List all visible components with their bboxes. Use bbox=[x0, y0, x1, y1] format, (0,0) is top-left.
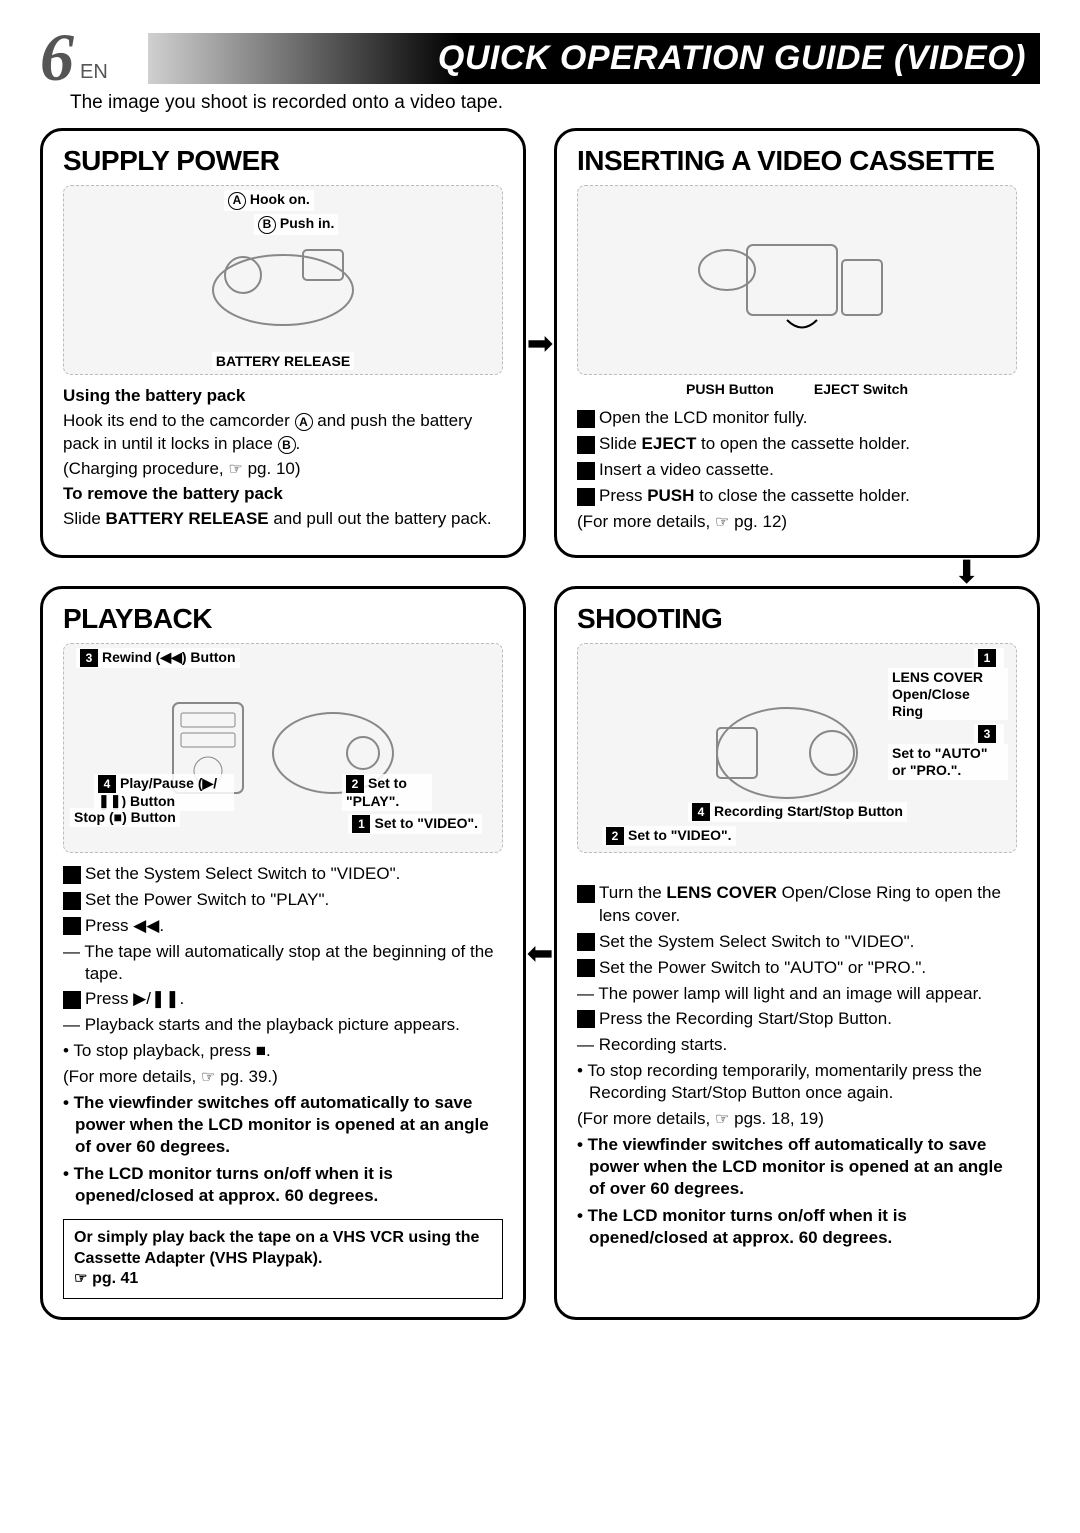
eject-switch-label: EJECT Switch bbox=[814, 381, 908, 397]
pb-sub-4: — Playback starts and the playback pictu… bbox=[63, 1014, 503, 1036]
pb-sub-3: — The tape will automatically stop at th… bbox=[63, 941, 503, 985]
supply-power-body: Using the battery pack Hook its end to t… bbox=[63, 385, 503, 531]
pb-set-video-label: Set to "VIDEO". bbox=[374, 815, 478, 831]
supply-power-diagram: A Hook on. B Push in. BATTERY RELEASE bbox=[63, 185, 503, 375]
playback-diagram: 3Rewind (◀◀) Button 4Play/Pause (▶/❚❚) B… bbox=[63, 643, 503, 853]
panel-shooting: SHOOTING 1 LENS COVER Open/Close Ring 3 … bbox=[554, 586, 1040, 1320]
sh-stop-line: • To stop recording temporarily, momenta… bbox=[577, 1060, 1017, 1104]
camcorder-shooting-icon bbox=[677, 673, 917, 823]
arrow-left-icon: ⬅ bbox=[526, 586, 554, 1320]
shooting-steps: 1Turn the LENS COVER Open/Close Ring to … bbox=[577, 882, 1017, 1056]
supply-power-title: SUPPLY POWER bbox=[63, 145, 503, 177]
callout-push-in: Push in. bbox=[280, 215, 334, 231]
sh-step-4: Press the Recording Start/Stop Button. bbox=[599, 1009, 892, 1028]
playback-title: PLAYBACK bbox=[63, 603, 503, 635]
page-ref-icon bbox=[74, 1270, 88, 1287]
pb-note-1: • The viewfinder switches off automatica… bbox=[63, 1092, 503, 1158]
page-number: 6 bbox=[40, 30, 74, 84]
shooting-bold-notes: • The viewfinder switches off automatica… bbox=[577, 1134, 1017, 1248]
ins-step-1: Open the LCD monitor fully. bbox=[599, 408, 808, 427]
panel-playback: PLAYBACK 3Rewind (◀◀) Button 4Play/Pause… bbox=[40, 586, 526, 1320]
camcorder-cassette-icon bbox=[687, 215, 907, 345]
page-ref-icon bbox=[715, 1109, 729, 1128]
pb-step-4: Press ▶/❚❚. bbox=[85, 989, 184, 1008]
pb-step-1: Set the System Select Switch to "VIDEO". bbox=[85, 864, 400, 883]
pb-stop-label: Stop (■) Button bbox=[74, 809, 176, 825]
sh-note-1: • The viewfinder switches off automatica… bbox=[577, 1134, 1017, 1200]
ins-step-4: Press PUSH to close the cassette holder. bbox=[599, 486, 910, 505]
pb-step-2: Set the Power Switch to "PLAY". bbox=[85, 890, 329, 909]
sh-step-2: Set the System Select Switch to "VIDEO". bbox=[599, 932, 914, 951]
pb-step-3: Press ◀◀. bbox=[85, 916, 164, 935]
playback-note-box: Or simply play back the tape on a VHS VC… bbox=[63, 1219, 503, 1299]
arrow-right-icon: ➡ bbox=[526, 128, 554, 558]
sh-lens-label: LENS COVER Open/Close Ring bbox=[892, 669, 983, 719]
playback-bold-notes: • The viewfinder switches off automatica… bbox=[63, 1092, 503, 1206]
ins-step-2: Slide EJECT to open the cassette holder. bbox=[599, 434, 910, 453]
playback-bullets: • To stop playback, press ■. (For more d… bbox=[63, 1040, 503, 1088]
push-button-label: PUSH Button bbox=[686, 381, 774, 397]
pb-note-2: • The LCD monitor turns on/off when it i… bbox=[63, 1163, 503, 1207]
playback-steps: 1Set the System Select Switch to "VIDEO"… bbox=[63, 863, 503, 1036]
pb-rewind-label: Rewind (◀◀) Button bbox=[102, 649, 236, 665]
remove-battery-head: To remove the battery pack bbox=[63, 483, 503, 506]
shooting-bullets: • To stop recording temporarily, momenta… bbox=[577, 1060, 1017, 1130]
shooting-title: SHOOTING bbox=[577, 603, 1017, 635]
sh-step-3: Set the Power Switch to "AUTO" or "PRO."… bbox=[599, 958, 926, 977]
intro-text: The image you shoot is recorded onto a v… bbox=[70, 92, 1040, 114]
sh-sub-4: — Recording starts. bbox=[577, 1034, 1017, 1056]
sh-step-1: Turn the LENS COVER Open/Close Ring to o… bbox=[599, 883, 1001, 925]
page-ref-icon bbox=[228, 459, 242, 478]
panel-supply-power: SUPPLY POWER A Hook on. B Push in. BATTE… bbox=[40, 128, 526, 558]
sh-rec-label: Recording Start/Stop Button bbox=[714, 803, 903, 819]
arrow-down-icon: ⬇ bbox=[554, 558, 1040, 586]
panels-grid: SUPPLY POWER A Hook on. B Push in. BATTE… bbox=[40, 128, 1040, 1320]
ins-step-3: Insert a video cassette. bbox=[599, 460, 774, 479]
inserting-diagram bbox=[577, 185, 1017, 375]
panel-inserting-cassette: INSERTING A VIDEO CASSETTE PUSH Button E… bbox=[554, 128, 1040, 558]
inserting-title: INSERTING A VIDEO CASSETTE bbox=[577, 145, 1017, 177]
page-ref-icon bbox=[201, 1067, 215, 1086]
shooting-diagram: 1 LENS COVER Open/Close Ring 3 Set to "A… bbox=[577, 643, 1017, 853]
using-battery-head: Using the battery pack bbox=[63, 385, 503, 408]
page-header: 6 EN QUICK OPERATION GUIDE (VIDEO) bbox=[40, 30, 1040, 84]
lang-code: EN bbox=[80, 61, 108, 84]
sh-note-2: • The LCD monitor turns on/off when it i… bbox=[577, 1205, 1017, 1249]
sh-sub-3: — The power lamp will light and an image… bbox=[577, 983, 1017, 1005]
sh-auto-label: Set to "AUTO" or "PRO.". bbox=[892, 745, 987, 778]
sh-video-label: Set to "VIDEO". bbox=[628, 827, 732, 843]
title-bar: QUICK OPERATION GUIDE (VIDEO) bbox=[148, 33, 1040, 84]
callout-hook-on: Hook on. bbox=[250, 191, 310, 207]
pb-stop-line: • To stop playback, press ■. bbox=[63, 1040, 503, 1062]
camcorder-battery-icon bbox=[193, 220, 373, 340]
page-ref-icon bbox=[715, 512, 729, 531]
battery-release-label: BATTERY RELEASE bbox=[212, 352, 354, 371]
inserting-steps: 1Open the LCD monitor fully. 2Slide EJEC… bbox=[577, 407, 1017, 534]
